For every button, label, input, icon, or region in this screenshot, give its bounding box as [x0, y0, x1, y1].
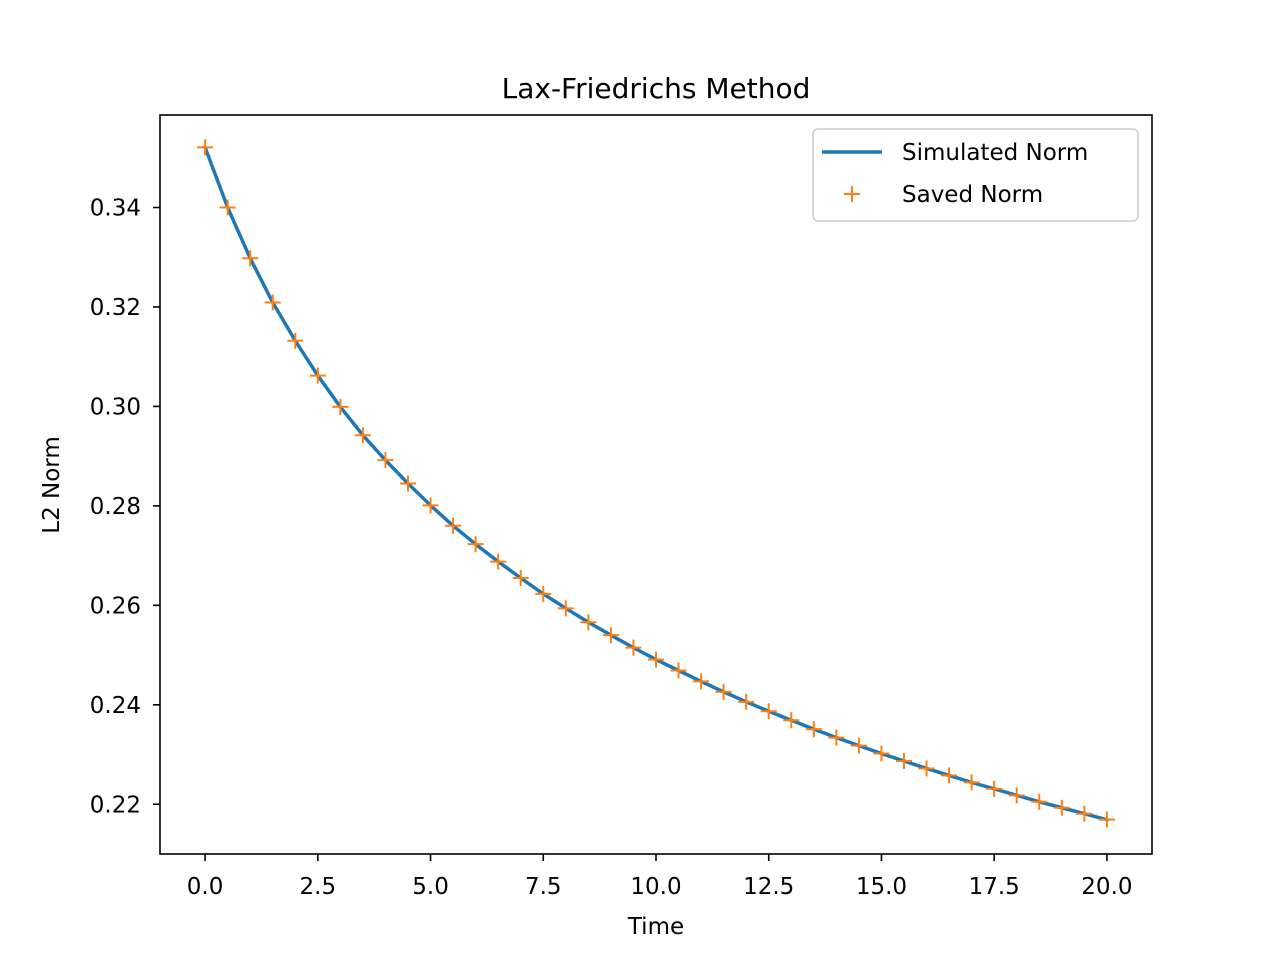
saved-norm-marker	[377, 452, 394, 469]
x-tick-label: 7.5	[525, 874, 562, 900]
saved-norm-marker	[490, 553, 507, 570]
x-tick-label: 2.5	[300, 874, 337, 900]
saved-norm-marker	[783, 712, 800, 729]
saved-norm-marker	[963, 774, 980, 791]
legend-label-saved: Saved Norm	[902, 182, 1043, 208]
plot-area	[159, 114, 1153, 855]
x-axis: 0.0 2.5 5.0 7.5 10.0 12.5 15.0 17.5 20.0	[187, 854, 1133, 900]
series-layer	[197, 139, 1115, 828]
saved-norm-marker	[873, 745, 890, 762]
x-tick-label: 15.0	[856, 874, 907, 900]
saved-norm-marker	[580, 614, 597, 631]
x-tick-label: 12.5	[743, 874, 794, 900]
saved-norm-marker	[625, 639, 642, 656]
saved-norm-marker	[760, 703, 777, 720]
saved-norm-marker	[354, 427, 371, 444]
saved-norm-marker	[242, 250, 259, 267]
x-axis-label: Time	[627, 914, 684, 940]
x-tick-label: 5.0	[412, 874, 449, 900]
saved-norm-marker	[557, 600, 574, 617]
saved-norm-marker	[287, 332, 304, 349]
saved-norm-marker	[400, 475, 416, 492]
saved-norm-marker	[693, 673, 710, 690]
legend-label-simulated: Simulated Norm	[902, 140, 1088, 166]
saved-norm-marker	[828, 729, 845, 746]
saved-norm-marker	[896, 753, 912, 770]
y-tick-label: 0.32	[90, 295, 141, 321]
saved-norm-marker	[941, 767, 958, 784]
saved-norm-marker	[805, 721, 822, 738]
saved-norm-marker	[535, 585, 552, 602]
saved-norm-marker	[309, 367, 326, 384]
saved-norm-marker	[264, 294, 281, 311]
x-tick-label: 10.0	[630, 874, 681, 900]
chart-title: Lax-Friedrichs Method	[502, 72, 811, 105]
y-axis-label: L2 Norm	[39, 436, 65, 534]
y-axis: 0.22 0.24 0.26 0.28 0.30 0.32 0.34	[90, 195, 160, 818]
x-tick-label: 20.0	[1081, 874, 1132, 900]
saved-norm-marker	[1076, 805, 1093, 822]
saved-norm-marker	[512, 569, 529, 586]
saved-norm-marker	[219, 199, 236, 216]
legend: Simulated Norm Saved Norm	[812, 128, 1139, 222]
saved-norm-marker	[648, 651, 664, 668]
saved-norm-marker	[602, 627, 619, 644]
x-tick-label: 0.0	[187, 874, 224, 900]
saved-norm-marker	[1053, 799, 1070, 816]
saved-norm-marker	[1008, 787, 1025, 804]
saved-norm-marker	[332, 398, 349, 415]
saved-norm-marker	[670, 662, 687, 679]
legend-plus-swatch	[844, 186, 860, 202]
saved-norm-marker	[445, 517, 462, 534]
y-tick-label: 0.30	[90, 394, 141, 420]
y-tick-label: 0.22	[90, 792, 141, 818]
saved-norm-marker	[197, 139, 214, 156]
x-tick-label: 17.5	[969, 874, 1020, 900]
saved-norm-marker	[918, 760, 935, 777]
y-tick-label: 0.28	[90, 494, 141, 520]
saved-norm-marker	[1098, 811, 1115, 828]
saved-norm-marker	[715, 683, 732, 700]
saved-norm-marker	[738, 693, 755, 710]
saved-norm-marker	[467, 536, 484, 553]
legend-box	[812, 128, 1139, 222]
y-tick-label: 0.34	[90, 195, 141, 221]
saved-norm-marker	[850, 737, 867, 754]
saved-norm-marker	[1031, 793, 1048, 810]
saved-norm-marker	[422, 497, 439, 514]
y-tick-label: 0.26	[90, 593, 141, 619]
saved-norm-marker	[986, 780, 1003, 797]
y-tick-label: 0.24	[90, 693, 141, 719]
